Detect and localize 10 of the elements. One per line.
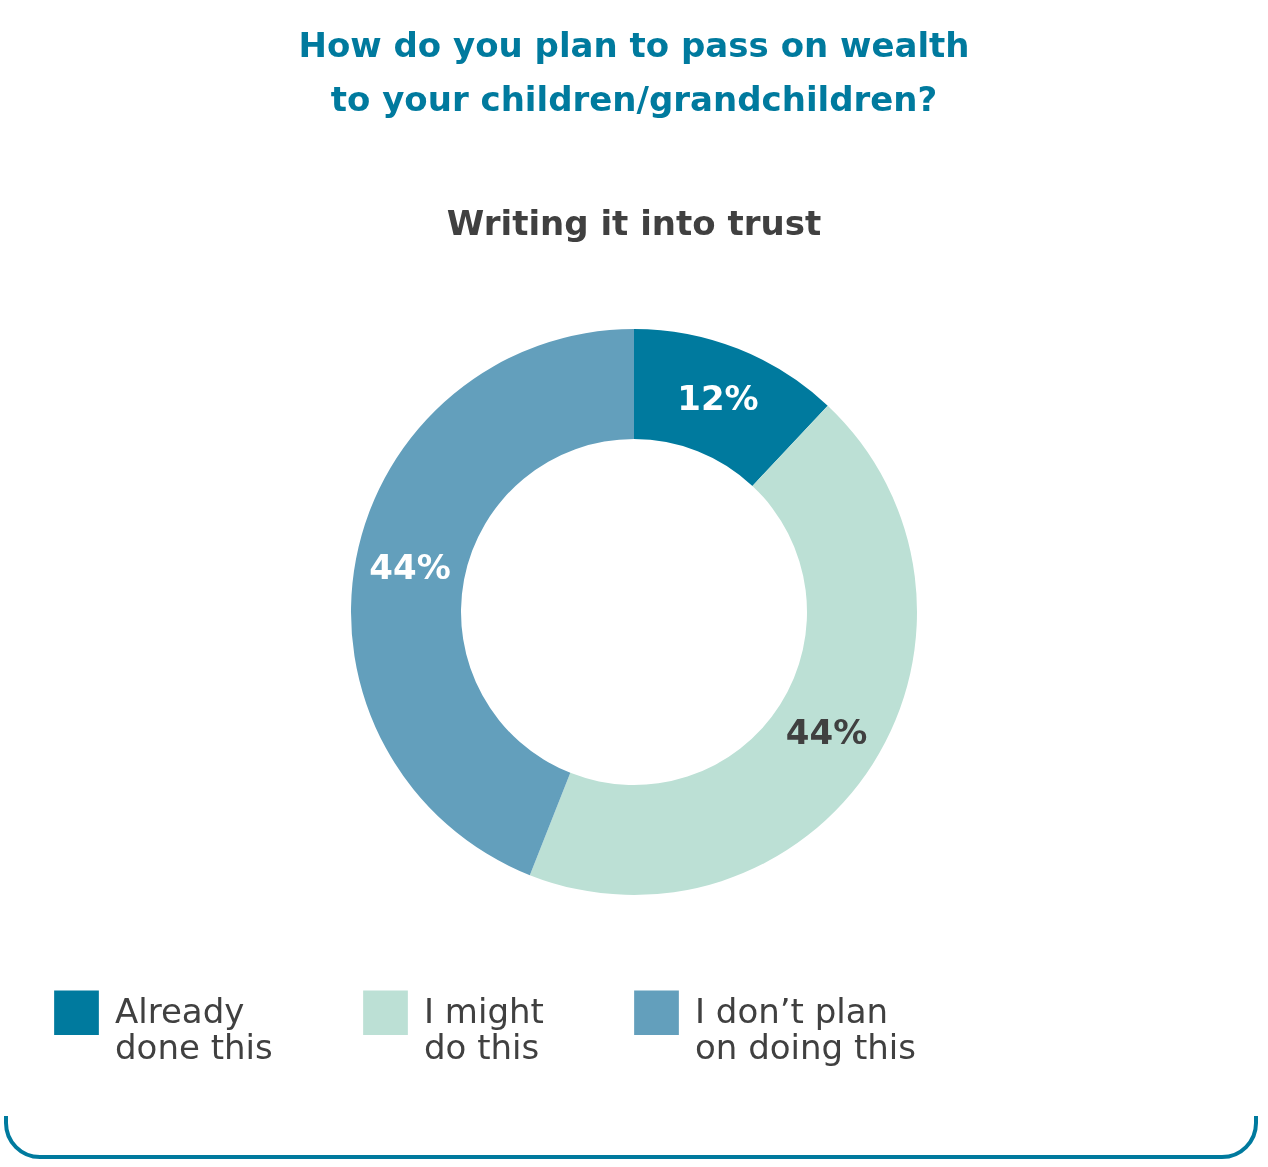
legend-label: I might do this [424,990,544,1067]
data-label: 44% [785,712,868,753]
chart-title: How do you plan to pass on wealth to your children/grandchildren? [298,25,970,119]
donut-slice [351,329,634,876]
legend-label: I don’t plan on doing this [695,990,916,1067]
donut-slice [634,329,828,486]
legend-label: Already done this [115,990,273,1067]
data-label: 12% [677,378,759,419]
data-label: 44% [369,547,451,588]
chart-subtitle: Writing it into trust [446,203,822,243]
